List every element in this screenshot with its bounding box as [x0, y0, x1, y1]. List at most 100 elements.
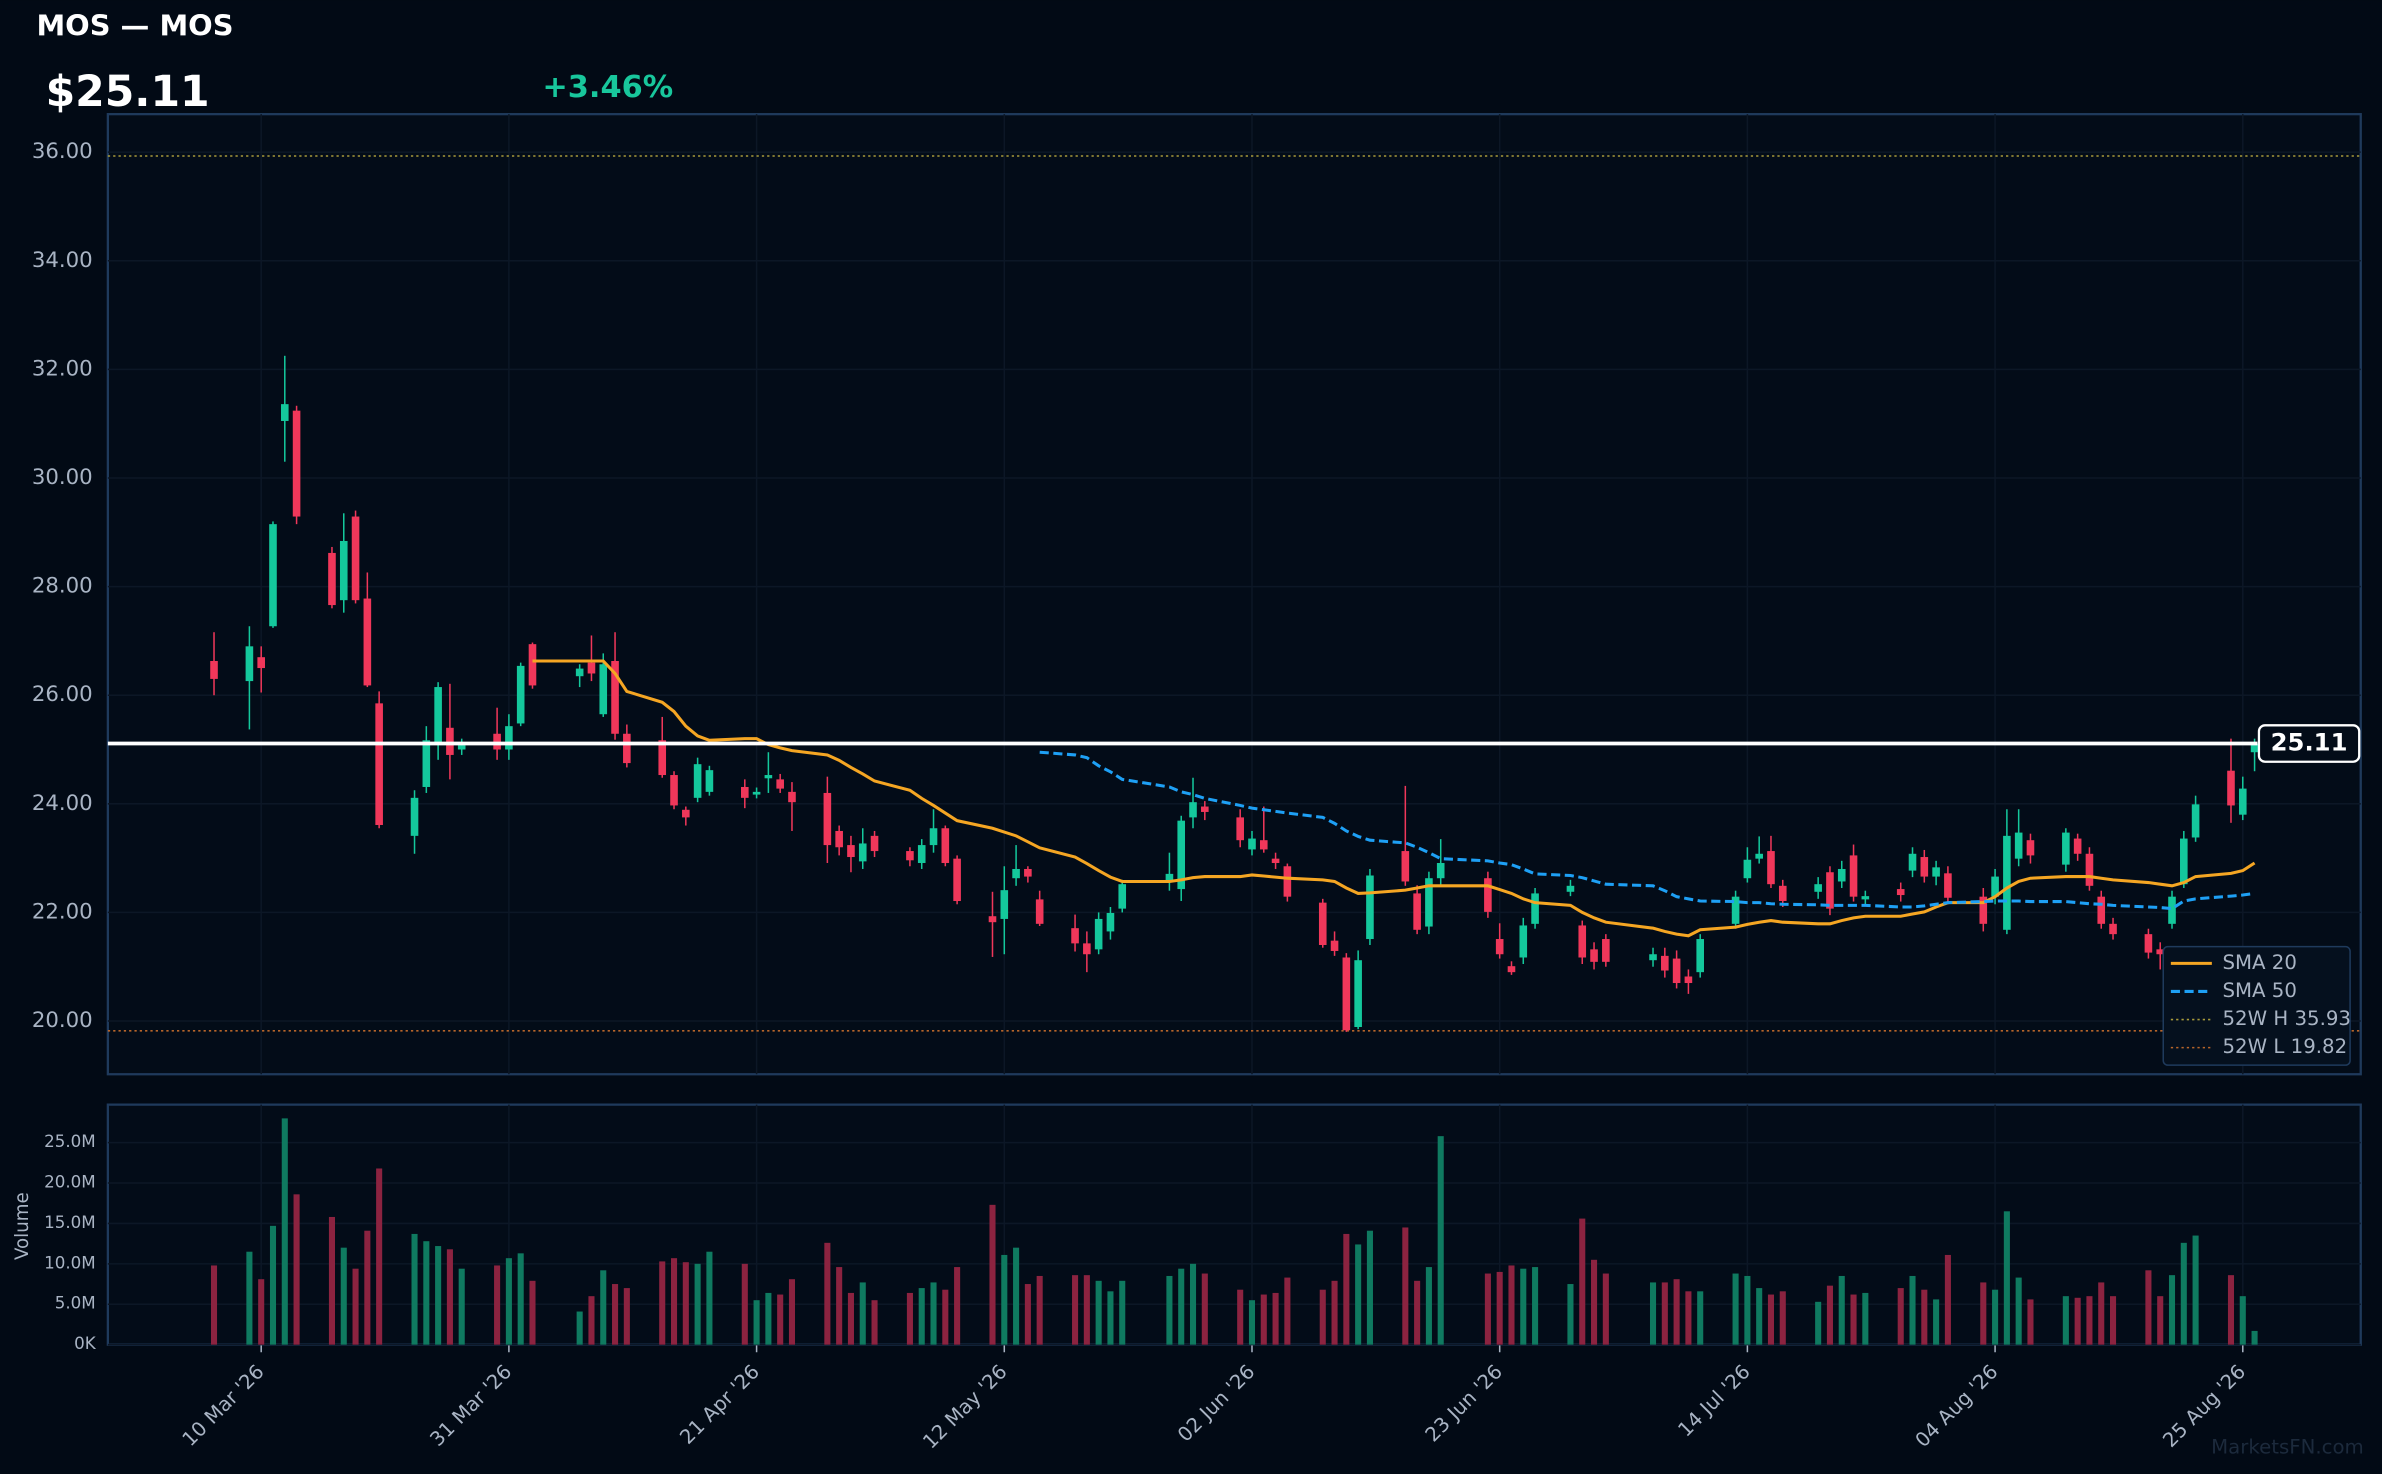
candle-body [1024, 868, 1032, 877]
volume-bar [2227, 1275, 2235, 1345]
volume-bar [435, 1246, 442, 1345]
y-tick-label: 22.00 [32, 899, 93, 924]
candle-body [1743, 859, 1752, 879]
volume-bar [659, 1261, 666, 1345]
candle-body [493, 733, 501, 750]
volume-bar [1437, 1136, 1444, 1345]
candle-body [1484, 878, 1492, 912]
candle-body [1495, 939, 1504, 955]
volume-bar [293, 1194, 300, 1345]
volume-bar [1248, 1300, 1256, 1345]
candle-body [1837, 868, 1846, 882]
candle-body [516, 665, 525, 724]
volume-bar [1178, 1268, 1185, 1345]
volume-bar [2180, 1242, 2187, 1345]
legend-label: SMA 20 [2222, 951, 2296, 974]
volume-bar [210, 1265, 218, 1345]
volume-bar [765, 1292, 772, 1345]
candle-body [1932, 867, 1940, 877]
candle-body [1271, 858, 1280, 864]
candle-body [446, 727, 454, 755]
candle-body [210, 660, 218, 679]
candle-body [788, 791, 796, 803]
volume-bar [1602, 1273, 1609, 1345]
volume-bar [1024, 1284, 1031, 1345]
candle-body [1684, 976, 1693, 984]
candle-body [1826, 872, 1834, 909]
candle-body [870, 835, 879, 852]
volume-bar [517, 1253, 524, 1345]
candle-body [2227, 770, 2235, 806]
candle-body [292, 410, 301, 517]
volume-bar [1425, 1267, 1432, 1345]
candle-body [1908, 853, 1917, 871]
candle-body [457, 745, 466, 750]
candle-body [2073, 838, 2082, 854]
candle-body [1566, 885, 1575, 892]
candle-body [1342, 957, 1351, 1031]
candle-body [1035, 899, 1044, 924]
y-tick-label: 26.00 [32, 682, 93, 707]
candle-body [2144, 934, 2153, 953]
volume-bar [788, 1279, 796, 1345]
volume-bar [458, 1268, 465, 1345]
volume-bar [1992, 1289, 1999, 1345]
volume-bar [2145, 1270, 2152, 1345]
legend-box [2162, 945, 2351, 1066]
volume-bar [1673, 1279, 1680, 1345]
volume-bar [623, 1288, 630, 1345]
volume-bar [258, 1279, 265, 1345]
volume-bar [2027, 1299, 2034, 1345]
y-tick-label: 36.00 [32, 139, 93, 164]
volume-bar [1366, 1230, 1373, 1345]
candle-body [1979, 896, 1988, 924]
volume-bar [906, 1292, 913, 1345]
candle-body [693, 764, 702, 798]
volume-bar [2168, 1275, 2176, 1345]
volume-bar [706, 1251, 713, 1345]
candle-body [2238, 788, 2247, 815]
candle-body [1071, 928, 1079, 944]
candle-body [257, 657, 265, 669]
volume-bar [836, 1267, 843, 1345]
candle-body [1590, 949, 1598, 962]
volume-bar [1567, 1284, 1574, 1345]
candle-body [2156, 949, 2165, 955]
volume-bar [1649, 1282, 1657, 1345]
candle-body [670, 775, 678, 806]
candle-body [575, 668, 584, 677]
volume-bar [1001, 1254, 1008, 1345]
volume-bar [1579, 1218, 1586, 1345]
candle-body [1991, 876, 1999, 897]
candle-body [1201, 806, 1209, 812]
volume-bar [1414, 1280, 1421, 1345]
candle-body [363, 598, 372, 686]
candle-body [1861, 896, 1870, 900]
volume-bar [376, 1168, 383, 1345]
candle-body [764, 775, 773, 779]
candle-body [740, 786, 749, 798]
volume-bar [1508, 1265, 1515, 1345]
volume-bar [1343, 1233, 1350, 1345]
y-tick-label: 10.0M [44, 1252, 96, 1272]
volume-bar [1944, 1254, 1951, 1345]
y-tick-label: 28.00 [32, 574, 93, 599]
candle-body [1814, 884, 1822, 892]
volume-bar [1036, 1275, 1043, 1345]
volume-bar [2098, 1282, 2105, 1345]
candle-body [1413, 893, 1421, 930]
volume-bar [328, 1216, 336, 1345]
volume-bar [1072, 1275, 1079, 1345]
candle-body [2085, 853, 2094, 886]
y-tick-label: 24.00 [32, 791, 93, 816]
volume-bar [1697, 1291, 1704, 1345]
candle-body [245, 646, 254, 682]
candle-body [1602, 939, 1610, 962]
volume-bar [1779, 1291, 1786, 1345]
candle-body [1731, 896, 1740, 924]
volume-bar [352, 1268, 359, 1345]
candle-body [1519, 925, 1528, 958]
volume-bar [930, 1282, 937, 1345]
candle-body [2014, 832, 2023, 859]
